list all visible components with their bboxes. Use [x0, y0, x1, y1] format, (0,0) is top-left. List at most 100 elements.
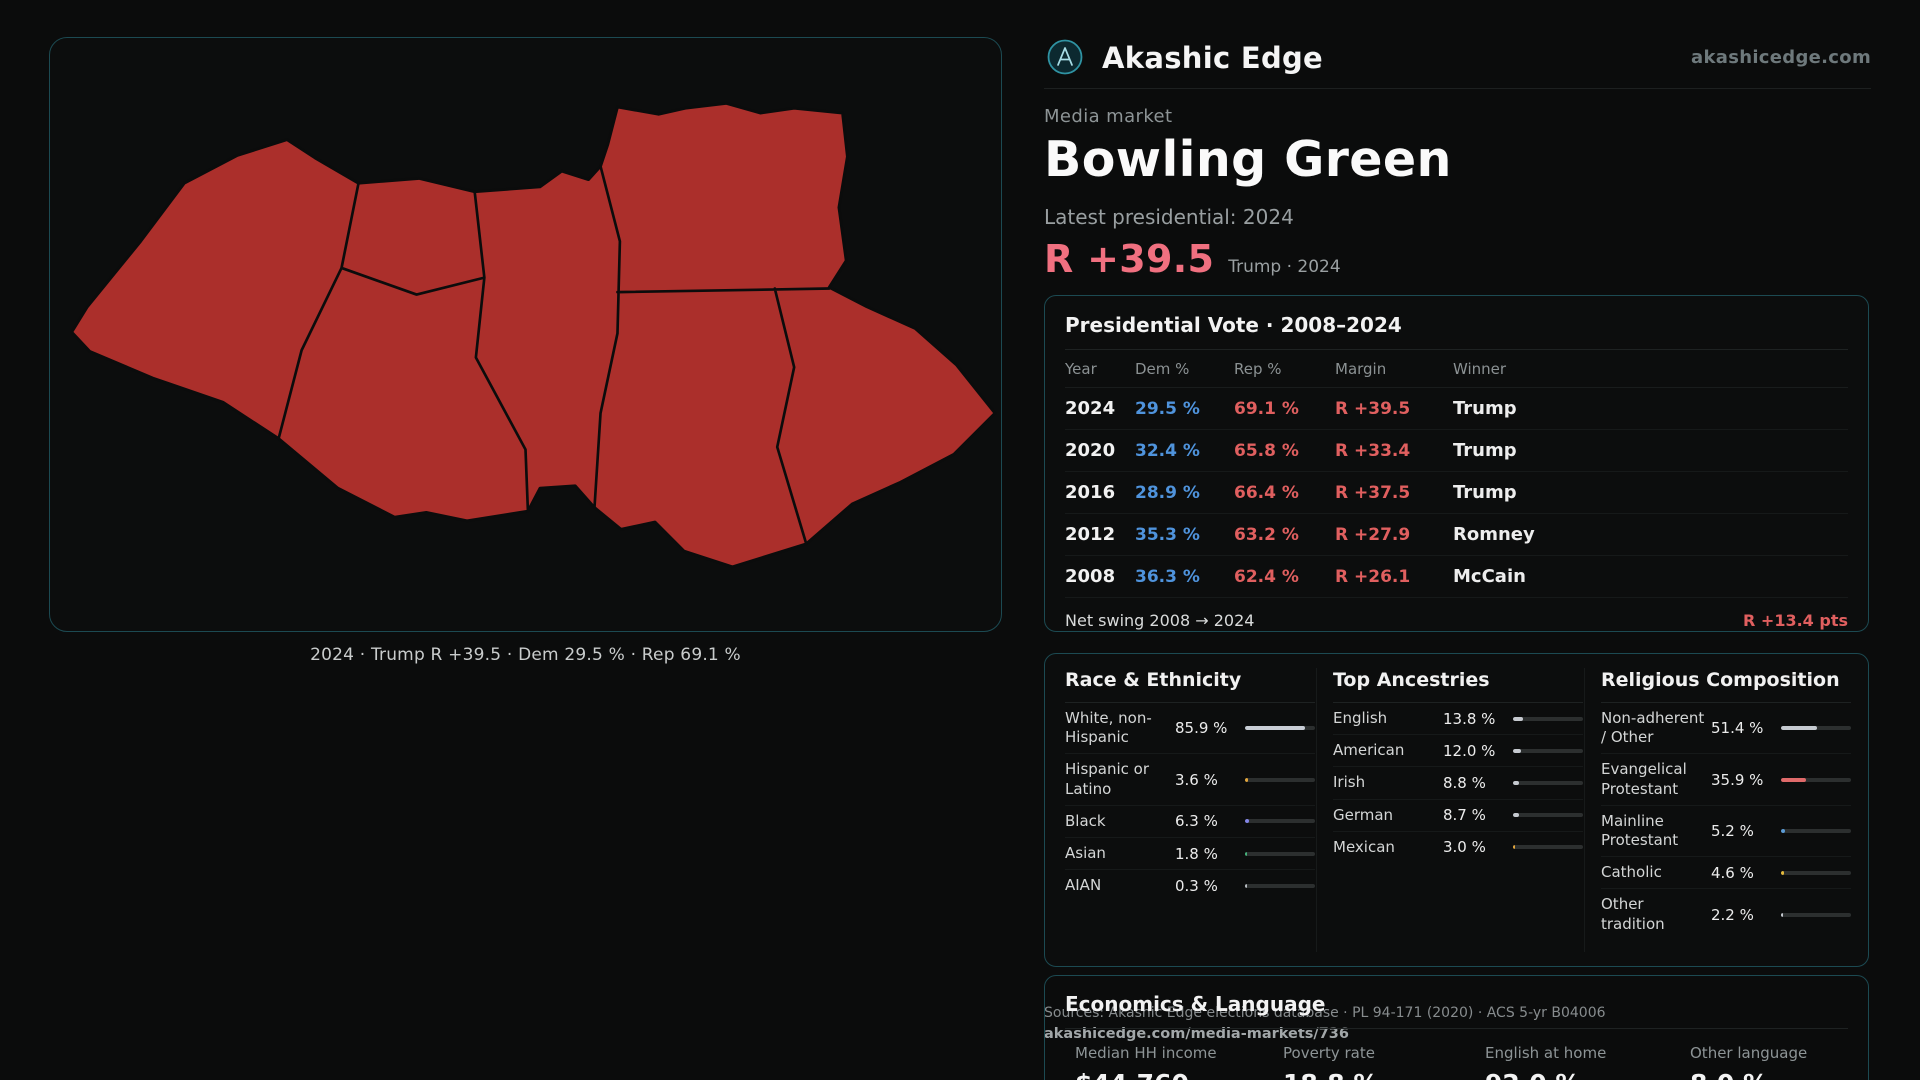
- stat-label: Median HH income: [1075, 1044, 1217, 1062]
- county-borders: [277, 164, 831, 546]
- stat-label: English at home: [1485, 1044, 1607, 1062]
- stat-bar: [1513, 780, 1583, 785]
- stat-bar: [1513, 748, 1583, 753]
- stat-value: 8.8 %: [1443, 773, 1486, 792]
- demographics-panel: Race & Ethnicity White, non-Hispanic 85.…: [1044, 653, 1869, 967]
- stat-label: AIAN: [1065, 876, 1102, 895]
- page-title: Bowling Green: [1044, 131, 1452, 188]
- stat-bar-fill: [1781, 777, 1807, 782]
- stat-bar: [1245, 777, 1315, 782]
- sources-note: Sources: Akashic Edge elections database…: [1044, 1005, 1606, 1021]
- permalink[interactable]: akashicedge.com/media-markets/736: [1044, 1026, 1349, 1042]
- col-year: Year: [1065, 360, 1097, 378]
- stat-value: 3.6 %: [1175, 770, 1218, 789]
- stat-label: Mexican: [1333, 837, 1395, 856]
- site-domain-link[interactable]: akashicedge.com: [1691, 47, 1871, 68]
- stat-bar-fill: [1245, 777, 1248, 782]
- stat-bar: [1781, 777, 1851, 782]
- net-swing-label: Net swing 2008 → 2024: [1065, 611, 1255, 630]
- map-caption: 2024 · Trump R +39.5 · Dem 29.5 % · Rep …: [310, 645, 741, 665]
- cell-rep: 66.4 %: [1234, 482, 1299, 503]
- stat-bar: [1781, 912, 1851, 917]
- stat-block: Other language 8.0 %: [1690, 1044, 1807, 1080]
- stat-label: Black: [1065, 811, 1106, 830]
- economics-title: Economics & Language: [1065, 976, 1848, 1029]
- cell-winner: Trump: [1453, 398, 1517, 419]
- stat-row: Mexican 3.0 %: [1333, 830, 1583, 863]
- stat-value: 2.2 %: [1711, 905, 1754, 924]
- stat-row: Irish 8.8 %: [1333, 766, 1583, 798]
- stat-value: 0.3 %: [1175, 876, 1218, 895]
- stat-bar-fill: [1513, 845, 1516, 850]
- stat-label: Catholic: [1601, 863, 1662, 882]
- col-winner: Winner: [1453, 360, 1507, 378]
- stat-label: Non-adherent / Other: [1601, 709, 1705, 747]
- stat-bar: [1245, 851, 1315, 856]
- stat-label: Other tradition: [1601, 895, 1665, 933]
- stat-value: 8.0 %: [1690, 1069, 1807, 1080]
- stat-label: Hispanic or Latino: [1065, 760, 1150, 798]
- cell-margin: R +39.5: [1335, 398, 1411, 419]
- map-panel: [49, 37, 1002, 632]
- cell-dem: 36.3 %: [1135, 566, 1200, 587]
- stat-bar-fill: [1245, 819, 1250, 824]
- stat-label: Asian: [1065, 843, 1106, 862]
- stat-block: English at home 92.0 %: [1485, 1044, 1606, 1080]
- headline-margin-group: R +39.5 Trump · 2024: [1044, 237, 1341, 281]
- stat-row: AIAN 0.3 %: [1065, 869, 1315, 901]
- stat-bar-fill: [1513, 813, 1520, 818]
- stat-block: Median HH income $44,760: [1075, 1044, 1217, 1080]
- cell-year: 2024: [1065, 398, 1116, 419]
- stat-bar-fill: [1781, 912, 1783, 917]
- cell-winner: Trump: [1453, 482, 1517, 503]
- stat-row: White, non-Hispanic 85.9 %: [1065, 703, 1315, 753]
- cell-rep: 69.1 %: [1234, 398, 1299, 419]
- net-swing-value: R +13.4 pts: [1743, 611, 1848, 630]
- stat-label: Other language: [1690, 1044, 1808, 1062]
- market-kicker: Media market: [1044, 106, 1173, 127]
- cell-winner: Romney: [1453, 524, 1535, 545]
- economics-panel: Economics & Language Median HH income $4…: [1044, 975, 1869, 1080]
- vote-table-panel: Presidential Vote · 2008–2024 Year Dem %…: [1044, 295, 1869, 632]
- stat-value: 12.0 %: [1443, 741, 1496, 760]
- top-ancestries-section: Top Ancestries English 13.8 % American 1…: [1333, 654, 1583, 863]
- stat-row: Other tradition 2.2 %: [1601, 888, 1851, 939]
- stat-value: 51.4 %: [1711, 719, 1764, 738]
- header-divider: [1044, 88, 1871, 89]
- stat-bar-fill: [1781, 870, 1785, 875]
- stat-value: 13.8 %: [1443, 709, 1496, 728]
- stat-bar: [1781, 828, 1851, 833]
- stat-value: 5.2 %: [1711, 821, 1754, 840]
- stat-bar-fill: [1513, 716, 1523, 721]
- stat-bar: [1513, 813, 1583, 818]
- market-map: [70, 101, 997, 569]
- stat-bar: [1245, 726, 1315, 731]
- stat-bar-fill: [1781, 828, 1785, 833]
- table-row: 2016 28.9 % 66.4 % R +37.5 Trump: [1065, 472, 1848, 514]
- stat-bar: [1245, 883, 1315, 888]
- cell-rep: 65.8 %: [1234, 440, 1299, 461]
- cell-year: 2020: [1065, 440, 1116, 461]
- cell-dem: 32.4 %: [1135, 440, 1200, 461]
- religious-composition-section: Religious Composition Non-adherent / Oth…: [1601, 654, 1851, 940]
- market-region-shape: [70, 101, 997, 569]
- headline-margin-value: R +39.5: [1044, 237, 1215, 281]
- stat-row: Asian 1.8 %: [1065, 836, 1315, 869]
- col-margin: Margin: [1335, 360, 1387, 378]
- stat-bar-fill: [1513, 748, 1522, 753]
- cell-margin: R +27.9: [1335, 524, 1411, 545]
- stat-bar-fill: [1245, 851, 1247, 856]
- stat-bar: [1245, 819, 1315, 824]
- table-row: 2020 32.4 % 65.8 % R +33.4 Trump: [1065, 430, 1848, 472]
- cell-year: 2012: [1065, 524, 1116, 545]
- stat-value: 6.3 %: [1175, 812, 1218, 831]
- column-divider: [1316, 668, 1317, 952]
- net-swing-row: Net swing 2008 → 2024 R +13.4 pts: [1065, 598, 1848, 643]
- section-title: Race & Ethnicity: [1065, 654, 1315, 703]
- cell-winner: McCain: [1453, 566, 1526, 587]
- stat-bar: [1781, 726, 1851, 731]
- stat-value: 18.8 %: [1283, 1069, 1378, 1080]
- site-title: Akashic Edge: [1102, 41, 1324, 75]
- stat-row: Hispanic or Latino 3.6 %: [1065, 753, 1315, 804]
